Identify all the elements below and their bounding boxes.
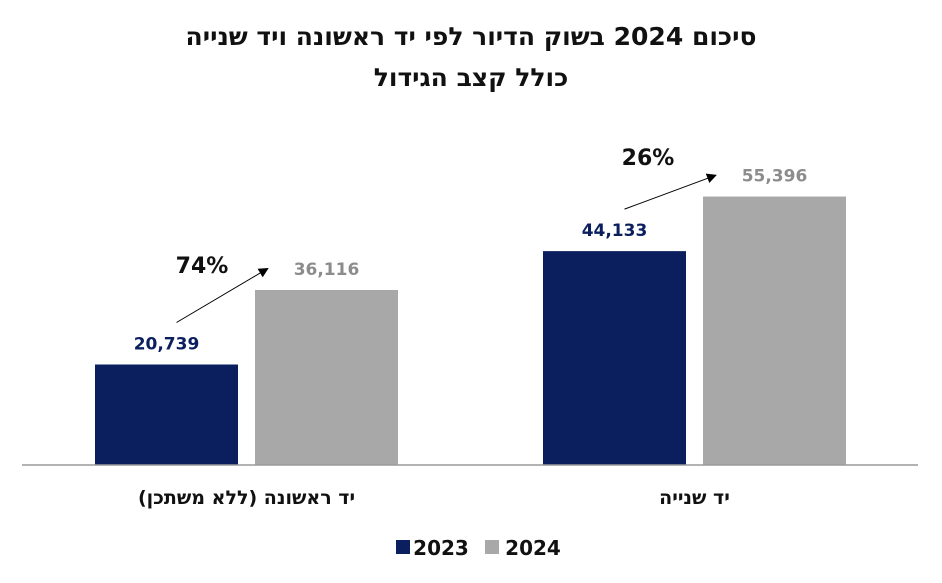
- legend-swatch-2023: [396, 540, 410, 554]
- growth-arrow-cat-1: [624, 173, 717, 210]
- data-label-2024-cat-0: 36,116: [294, 260, 360, 280]
- bar-2024-cat-0: [255, 289, 398, 465]
- chart-title: סיכום 2024 בשוק הדיור לפי יד ראשונה ויד …: [186, 22, 757, 51]
- data-label-2023-cat-0: 20,739: [134, 334, 200, 354]
- chart-subtitle: כולל קצב הגידול: [374, 63, 568, 92]
- legend-label-2024: 2024: [505, 536, 561, 560]
- category-label-0: יד ראשונה (ללא משתכן): [138, 487, 355, 509]
- growth-label-cat-0: 74%: [176, 254, 229, 279]
- labels-layer: 20,739 36,116 74% יד ראשונה (ללא משתכן) 44,1…: [134, 146, 808, 509]
- bar-2023-cat-0: [95, 364, 238, 465]
- bar-2023-cat-1: [543, 251, 686, 465]
- legend-swatch-2024: [485, 540, 499, 554]
- growth-label-cat-1: 26%: [622, 146, 675, 171]
- category-label-1: יד שנייה: [659, 487, 730, 509]
- bar-2024-cat-1: [703, 196, 846, 465]
- legend-label-2023: 2023: [413, 536, 469, 560]
- growth-arrow-cat-0: [176, 267, 269, 323]
- bars-layer: [95, 196, 846, 465]
- legend: 2023 2024: [396, 536, 561, 560]
- data-label-2024-cat-1: 55,396: [742, 167, 808, 187]
- data-label-2023-cat-1: 44,133: [582, 221, 648, 241]
